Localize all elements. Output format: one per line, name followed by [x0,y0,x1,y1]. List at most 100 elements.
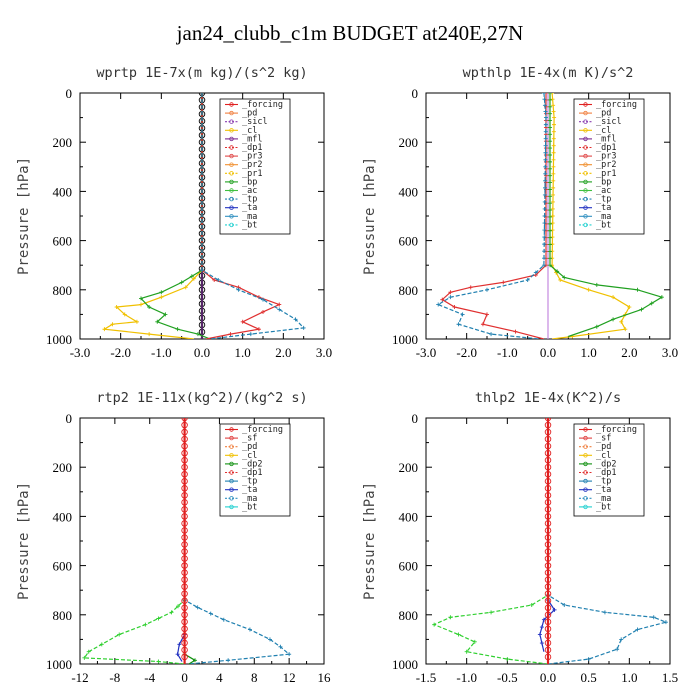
data-point [550,228,555,233]
data-point [544,569,552,576]
legend-marker [229,427,234,432]
y-tick-label: 400 [53,184,73,199]
data-point [542,249,547,254]
data-point [542,214,547,218]
x-tick-label: -2.0 [110,345,131,360]
legend-entry: _ta [242,485,257,495]
series-line-tp [201,93,305,339]
data-point [226,658,231,663]
data-point [99,642,104,647]
legend-marker [229,461,234,467]
chart-panel-4: thlp2 1E-4x(K^2)/s Pressure [hPa] -1.5 -1.0… [362,390,678,685]
data-point [544,492,552,499]
data-point [181,618,188,626]
legend-marker [583,110,588,116]
data-point [542,97,547,102]
legend-entry: _pr2 [242,160,262,170]
data-point [635,627,640,632]
data-point [248,332,253,337]
data-point [551,192,556,197]
legend-entry: _cl [596,126,611,136]
data-point [562,602,567,607]
y-tick-label: 0 [412,86,419,101]
data-point [293,317,298,322]
data-point [489,332,494,337]
data-point [594,324,599,329]
data-point [548,132,553,137]
data-point [544,442,552,450]
legend-marker [583,162,588,167]
legend-marker [583,487,588,492]
data-point [541,263,546,268]
data-point [544,548,552,555]
y-tick-label: 600 [53,234,73,249]
data-point [544,485,552,492]
data-point [176,604,181,609]
data-point [550,97,555,102]
legend-entry: _dp1 [596,143,616,153]
legend-marker [583,145,588,150]
data-point [544,541,552,548]
data-point [548,125,553,130]
data-point [548,146,553,151]
legend-marker [229,128,234,133]
data-point [542,192,547,197]
data-point [548,159,553,164]
legend-marker [229,196,234,202]
plot-area [102,93,306,339]
data-point [611,317,616,322]
legend-marker [229,214,234,219]
data-point [179,280,184,285]
data-point [551,157,556,162]
data-point [544,625,552,633]
data-point [544,520,552,527]
data-point [635,287,640,292]
y-tick-label: 400 [399,509,419,524]
legend-entry: _pd [596,442,611,452]
figure-title: jan24_clubb_c1m BUDGET at240E,27N [176,21,524,45]
data-point [181,646,188,654]
data-point [548,263,553,268]
legend-marker [583,128,588,133]
legend-marker [229,110,234,116]
data-point [543,171,548,176]
data-point [183,285,188,290]
data-point [181,562,188,569]
y-tick-label: 800 [399,283,419,298]
data-point [181,632,188,640]
x-tick-label: -1.5 [416,670,437,685]
data-point [550,235,555,240]
data-point [181,527,188,534]
legend-entry: _bp [596,177,611,187]
data-point [472,639,477,644]
data-point [619,319,624,324]
y-axis-label: Pressure [hPa] [362,482,378,600]
data-point [181,590,188,597]
data-point [555,269,560,274]
legend-marker [583,119,588,124]
data-point [552,115,557,120]
data-point [543,157,548,162]
data-point [261,297,265,302]
x-tick-label: 2.0 [275,345,291,360]
data-point [544,604,552,612]
legend-entry: _sicl [596,117,622,127]
data-point [548,104,553,109]
data-point [550,221,555,226]
legend-marker [229,179,234,185]
data-point [485,287,489,292]
data-point [551,103,556,108]
x-tick-label: 0.0 [194,345,210,360]
y-tick-label: 1000 [392,657,418,672]
legend-entry: _ac [596,186,611,196]
x-tick-label: 0.5 [581,670,597,685]
panel-title: wprtp 1E-7x(m kg)/(s^2 kg) [96,65,307,81]
data-point [548,221,553,226]
series-line-dp1 [83,418,186,664]
data-point [181,463,188,471]
legend-entry: _bp [242,177,257,187]
data-point [548,111,553,116]
data-point [181,653,188,661]
legend-marker [583,453,588,458]
data-point [452,305,457,310]
